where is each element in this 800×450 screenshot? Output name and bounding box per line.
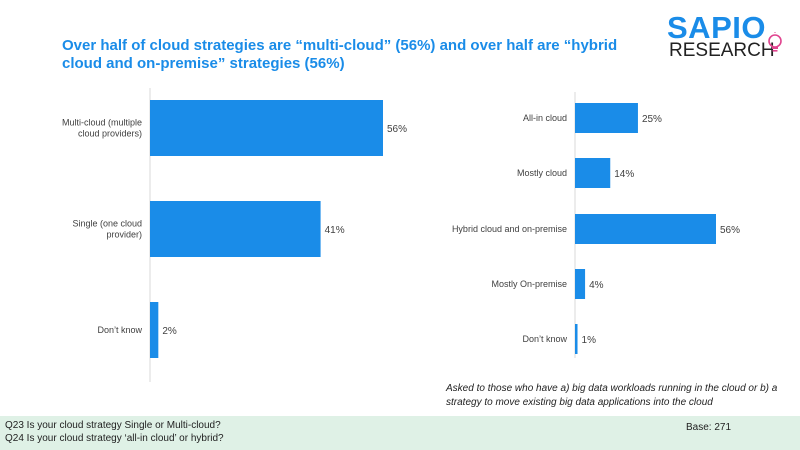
- logo-wordmark-top: SAPIO: [667, 10, 766, 45]
- data-label: 14%: [614, 169, 634, 180]
- bar: [575, 214, 716, 244]
- category-label: provider): [106, 230, 142, 240]
- data-label: 41%: [325, 225, 345, 236]
- bar: [150, 302, 159, 358]
- bar: [575, 269, 586, 299]
- bar: [150, 100, 383, 156]
- bar: [575, 158, 611, 188]
- bar: [150, 201, 321, 257]
- category-label: Don’t know: [97, 325, 142, 335]
- base-count: Base: 271: [686, 422, 732, 433]
- category-label: Mostly On-premise: [491, 279, 567, 289]
- category-label: Multi-cloud (multiple: [62, 118, 142, 128]
- category-label: All-in cloud: [523, 113, 567, 123]
- data-label: 2%: [162, 326, 177, 337]
- data-label: 56%: [387, 124, 407, 135]
- footer-bar: Q23 Is your cloud strategy Single or Mul…: [0, 416, 800, 450]
- sapio-research-logo: SAPIO RESEARCH: [663, 10, 793, 64]
- chart-title: Over half of cloud strategies are “multi…: [62, 37, 618, 72]
- category-label: Don’t know: [522, 334, 567, 344]
- lightbulb-icon: [768, 32, 782, 52]
- bar: [575, 324, 578, 354]
- data-label: 1%: [582, 335, 597, 346]
- category-label: Hybrid cloud and on-premise: [452, 224, 567, 234]
- data-label: 25%: [642, 114, 662, 125]
- question-q24: Q24 Is your cloud strategy ‘all-in cloud…: [5, 433, 224, 444]
- category-label: Single (one cloud: [72, 219, 142, 229]
- question-q23: Q23 Is your cloud strategy Single or Mul…: [5, 420, 221, 431]
- logo-wordmark-bottom: RESEARCH: [669, 40, 775, 61]
- category-label: Mostly cloud: [517, 168, 567, 178]
- base-note: Asked to those who have a) big data work…: [446, 383, 778, 408]
- category-label: cloud providers): [78, 129, 142, 139]
- data-label: 4%: [589, 280, 604, 291]
- bar: [575, 103, 638, 133]
- data-label: 56%: [720, 225, 740, 236]
